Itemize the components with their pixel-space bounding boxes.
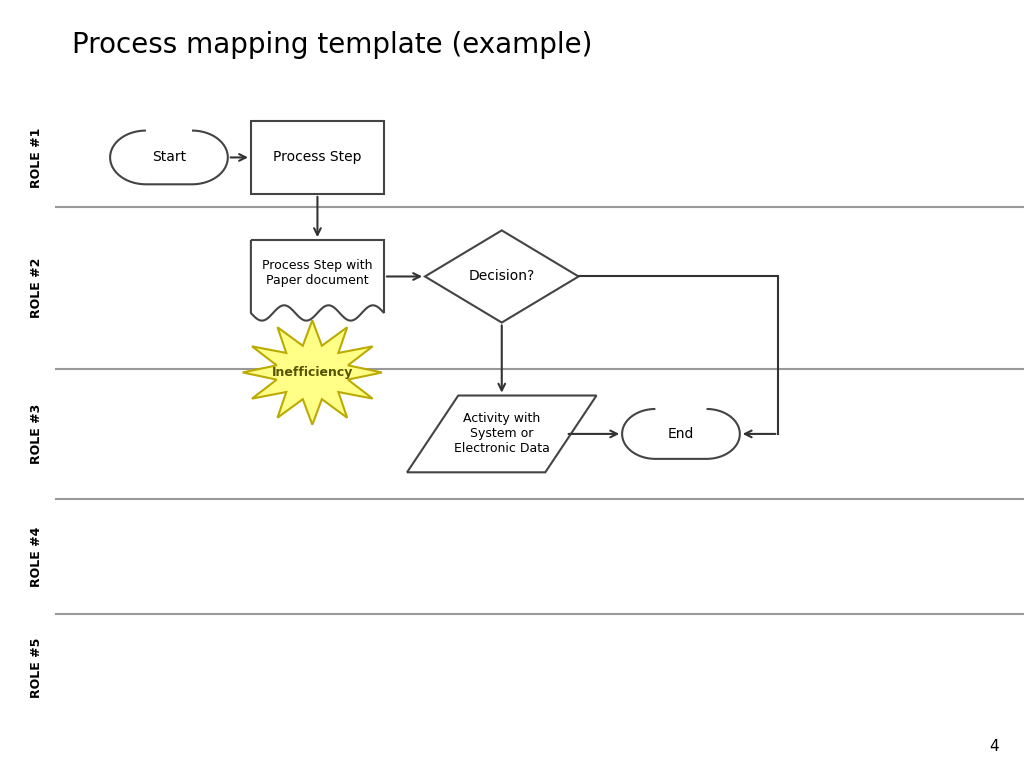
Text: Process mapping template (example): Process mapping template (example) [72,31,592,58]
Text: Start: Start [152,151,186,164]
Text: ROLE #1: ROLE #1 [31,127,43,187]
Text: Activity with
System or
Electronic Data: Activity with System or Electronic Data [454,412,550,455]
Polygon shape [243,320,382,425]
Bar [251,121,384,194]
Text: Process Step: Process Step [273,151,361,164]
Text: Decision?: Decision? [469,270,535,283]
Text: ROLE #5: ROLE #5 [31,638,43,698]
Text: ROLE #3: ROLE #3 [31,404,43,464]
Polygon shape [425,230,579,323]
PathPatch shape [111,131,227,184]
Polygon shape [407,396,596,472]
Text: 4: 4 [989,739,998,754]
Text: Inefficiency: Inefficiency [271,366,353,379]
PathPatch shape [623,409,739,459]
PathPatch shape [251,240,384,320]
Text: ROLE #2: ROLE #2 [31,258,43,318]
Text: Process Step with
Paper document: Process Step with Paper document [262,259,373,286]
Text: ROLE #4: ROLE #4 [31,527,43,587]
Text: End: End [668,427,694,441]
